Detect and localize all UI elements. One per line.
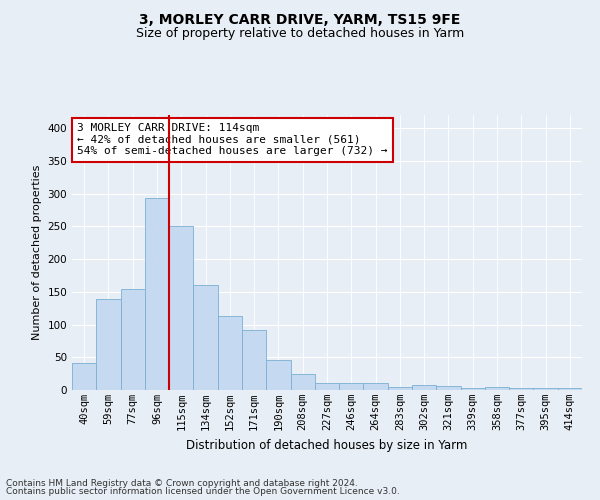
Bar (436, 386, 461, 390)
Bar (290, 374, 315, 390)
Text: Size of property relative to detached houses in Yarm: Size of property relative to detached ho… (136, 28, 464, 40)
Bar (169, 226, 193, 390)
Bar (533, 388, 558, 390)
Bar (509, 388, 533, 390)
Bar (72, 362, 96, 390)
Bar (315, 384, 339, 390)
Text: Contains HM Land Registry data © Crown copyright and database right 2024.: Contains HM Land Registry data © Crown c… (6, 478, 358, 488)
Text: 3 MORLEY CARR DRIVE: 114sqm
← 42% of detached houses are smaller (561)
54% of se: 3 MORLEY CARR DRIVE: 114sqm ← 42% of det… (77, 123, 388, 156)
Bar (558, 388, 582, 390)
Bar (388, 386, 412, 390)
Text: Contains public sector information licensed under the Open Government Licence v3: Contains public sector information licen… (6, 487, 400, 496)
Text: 3, MORLEY CARR DRIVE, YARM, TS15 9FE: 3, MORLEY CARR DRIVE, YARM, TS15 9FE (139, 12, 461, 26)
Bar (218, 316, 242, 390)
Bar (266, 360, 290, 390)
Bar (193, 285, 218, 390)
Bar (96, 299, 121, 390)
Bar (461, 388, 485, 390)
X-axis label: Distribution of detached houses by size in Yarm: Distribution of detached houses by size … (187, 438, 467, 452)
Bar (485, 388, 509, 390)
Y-axis label: Number of detached properties: Number of detached properties (32, 165, 42, 340)
Bar (364, 384, 388, 390)
Bar (145, 198, 169, 390)
Bar (242, 330, 266, 390)
Bar (121, 288, 145, 390)
Bar (412, 385, 436, 390)
Bar (339, 384, 364, 390)
